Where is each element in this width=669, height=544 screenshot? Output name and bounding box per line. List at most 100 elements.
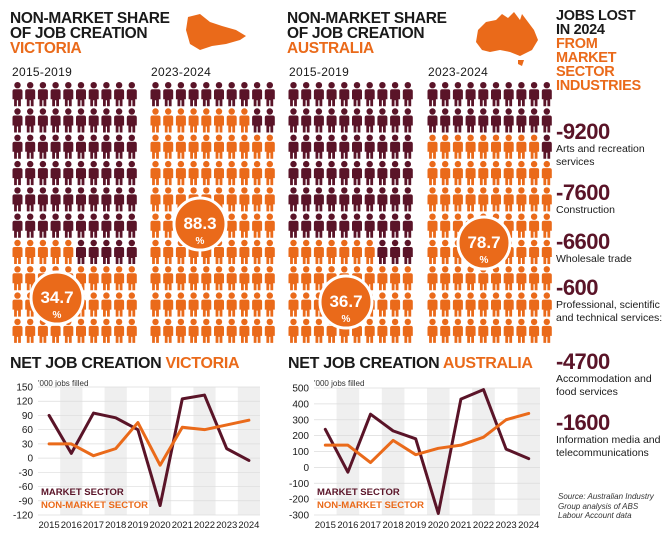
person-icon bbox=[214, 134, 224, 159]
person-icon bbox=[88, 318, 99, 343]
person-icon bbox=[491, 82, 501, 107]
person-icon bbox=[126, 82, 137, 107]
person-icon bbox=[101, 239, 112, 264]
person-icon bbox=[529, 239, 540, 264]
person-icon bbox=[377, 266, 388, 291]
person-icon bbox=[288, 187, 299, 212]
person-icon bbox=[377, 213, 388, 238]
person-icon bbox=[377, 108, 388, 133]
person-icon bbox=[239, 318, 250, 343]
person-icon bbox=[239, 160, 250, 186]
person-icon bbox=[301, 239, 312, 264]
person-icon bbox=[326, 82, 337, 107]
person-icon bbox=[163, 108, 174, 133]
person-icon bbox=[163, 134, 174, 159]
person-icon bbox=[201, 134, 212, 159]
person-icon bbox=[377, 318, 388, 343]
y-tick-label: -100 bbox=[289, 479, 309, 490]
person-icon bbox=[126, 266, 137, 291]
person-icon bbox=[465, 108, 476, 133]
person-icon bbox=[390, 160, 401, 186]
person-icon bbox=[427, 292, 438, 317]
person-icon bbox=[452, 108, 463, 133]
person-icon bbox=[427, 239, 438, 264]
person-icon bbox=[529, 134, 540, 159]
person-icon bbox=[264, 292, 275, 317]
person-icon bbox=[175, 160, 186, 186]
person-icon bbox=[390, 134, 401, 159]
person-icon bbox=[516, 187, 527, 212]
person-icon bbox=[264, 213, 275, 238]
person-icon bbox=[163, 239, 174, 264]
person-icon bbox=[288, 134, 299, 159]
person-icon bbox=[364, 239, 375, 264]
person-icon bbox=[126, 160, 137, 186]
person-icon bbox=[264, 134, 275, 159]
person-icon bbox=[301, 266, 312, 291]
person-icon bbox=[390, 239, 401, 264]
y-tick-label: -30 bbox=[19, 468, 34, 479]
person-icon bbox=[188, 108, 199, 133]
person-icon bbox=[126, 239, 137, 264]
person-icon bbox=[529, 82, 540, 107]
person-icon bbox=[541, 187, 552, 212]
person-icon bbox=[114, 82, 125, 107]
person-icon bbox=[226, 187, 237, 212]
person-icon bbox=[364, 187, 375, 212]
column-band bbox=[193, 387, 216, 515]
person-icon bbox=[427, 187, 438, 212]
person-icon bbox=[402, 213, 413, 238]
person-icon bbox=[465, 134, 476, 159]
person-icon bbox=[264, 318, 275, 343]
person-icon bbox=[529, 266, 540, 291]
person-icon bbox=[63, 108, 74, 133]
person-icon bbox=[541, 134, 552, 159]
person-icon bbox=[301, 108, 312, 133]
y-tick-label: 90 bbox=[22, 411, 34, 422]
person-icon bbox=[352, 239, 362, 264]
person-icon bbox=[175, 134, 186, 159]
person-icon bbox=[326, 187, 337, 212]
person-icon bbox=[301, 160, 312, 186]
y-tick-label: 60 bbox=[22, 425, 34, 436]
vic-units-label: '000 jobs filled bbox=[38, 379, 89, 388]
person-icon bbox=[150, 239, 161, 264]
person-icon bbox=[114, 108, 125, 133]
legend-market-sector: MARKET SECTOR bbox=[317, 487, 400, 498]
person-icon bbox=[12, 108, 23, 133]
person-icon bbox=[76, 82, 86, 107]
person-icon bbox=[339, 239, 350, 264]
aus-2015-2019-pictogram bbox=[288, 82, 413, 343]
person-icon bbox=[226, 213, 237, 238]
person-icon bbox=[440, 266, 451, 291]
aus-units-label: '000 jobs filled bbox=[314, 379, 365, 388]
person-icon bbox=[188, 266, 199, 291]
person-icon bbox=[252, 82, 263, 107]
person-icon bbox=[440, 318, 451, 343]
person-icon bbox=[114, 239, 125, 264]
person-icon bbox=[88, 108, 99, 133]
x-tick-label: 2016 bbox=[337, 520, 358, 531]
person-icon bbox=[427, 134, 438, 159]
person-icon bbox=[541, 318, 552, 343]
person-icon bbox=[150, 160, 161, 186]
person-icon bbox=[114, 266, 125, 291]
person-icon bbox=[264, 266, 275, 291]
person-icon bbox=[491, 160, 501, 186]
person-icon bbox=[377, 292, 388, 317]
person-icon bbox=[201, 318, 212, 343]
aus-2023-2024-pictogram bbox=[427, 82, 552, 343]
person-icon bbox=[452, 82, 463, 107]
legend-non-market-sector: NON-MARKET SECTOR bbox=[41, 500, 148, 511]
person-icon bbox=[313, 108, 324, 133]
market-sector-line bbox=[47, 393, 251, 508]
person-icon bbox=[88, 160, 99, 186]
person-icon bbox=[239, 108, 250, 133]
person-icon bbox=[465, 187, 476, 212]
x-tick-label: 2022 bbox=[194, 520, 215, 531]
person-icon bbox=[226, 266, 237, 291]
person-icon bbox=[402, 318, 413, 343]
person-icon bbox=[37, 82, 48, 107]
person-icon bbox=[339, 82, 350, 107]
